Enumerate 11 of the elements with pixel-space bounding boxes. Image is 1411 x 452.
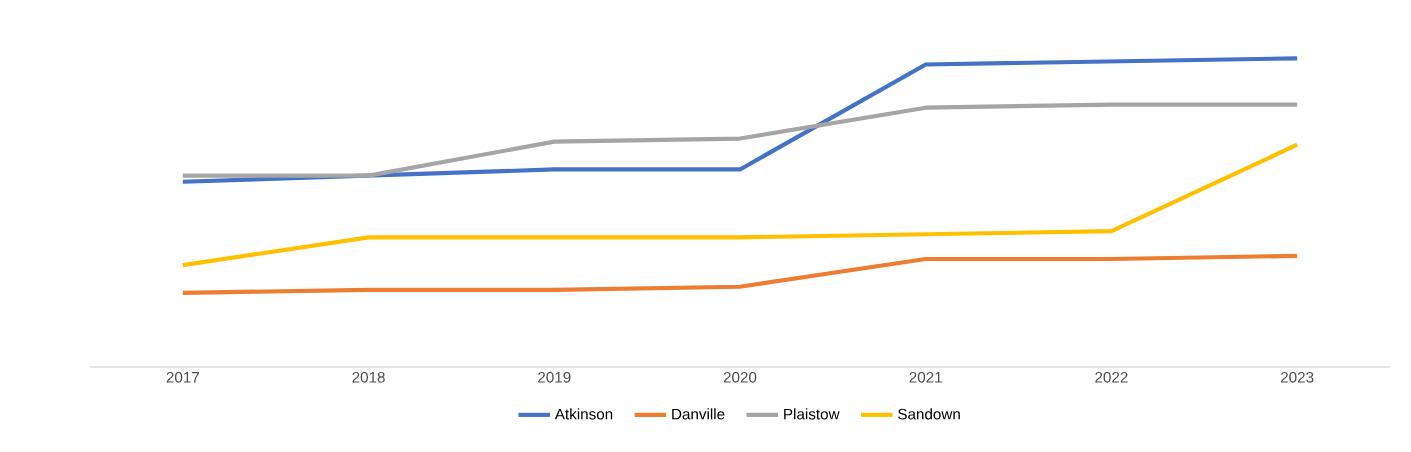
- x-tick-label: 2017: [166, 371, 200, 383]
- x-tick-label: 2018: [352, 371, 385, 383]
- x-tick-label: 2023: [1280, 371, 1314, 383]
- x-tick-label: 2020: [723, 371, 757, 383]
- x-tick-label: 2022: [1095, 371, 1128, 383]
- legend-label: Atkinson: [554, 408, 613, 420]
- legend-label: Sandown: [898, 408, 960, 420]
- x-tick-label: 2019: [538, 371, 571, 383]
- legend-label: Danville: [672, 408, 725, 420]
- legend-label: Plaistow: [784, 408, 840, 420]
- x-tick-label: 2021: [909, 371, 942, 383]
